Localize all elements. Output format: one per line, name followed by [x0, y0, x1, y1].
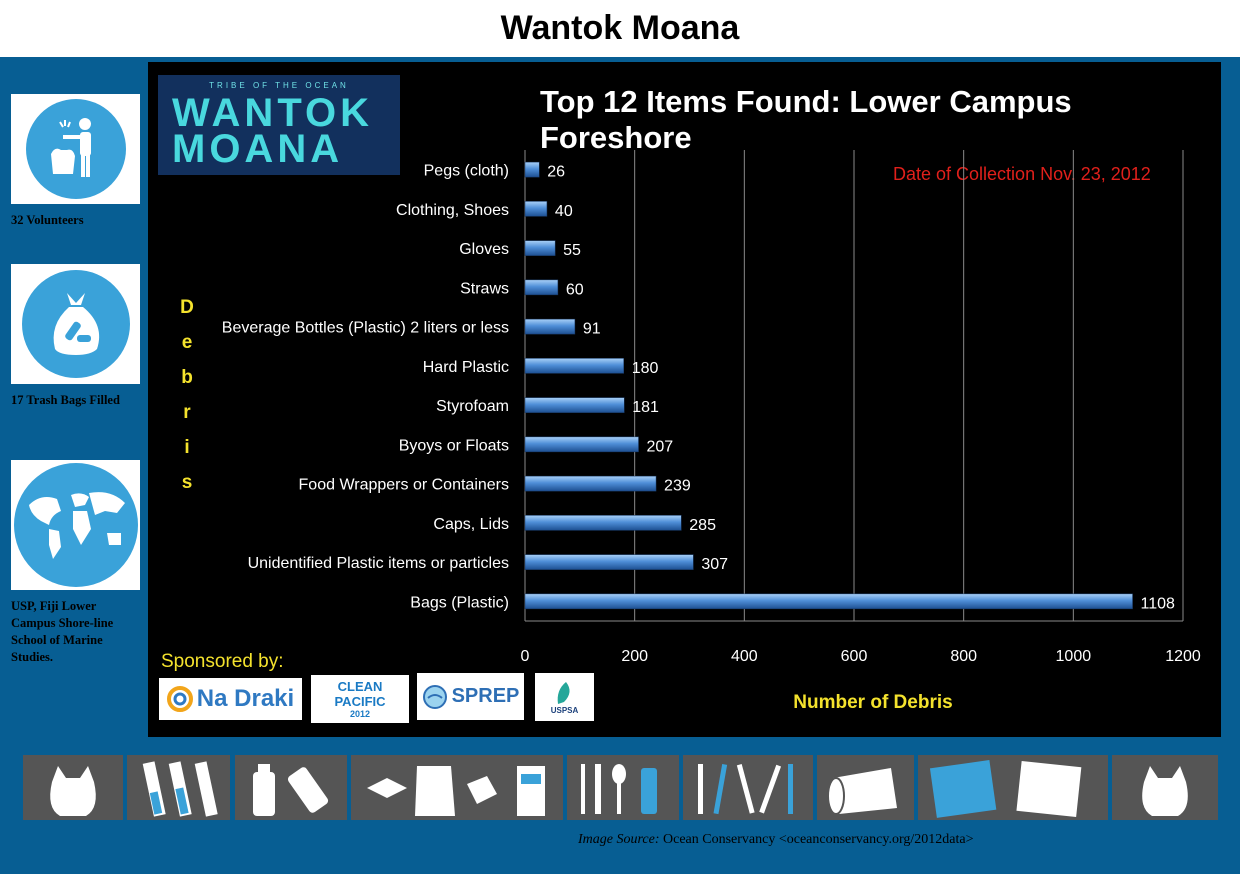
data-label: 239 [664, 478, 691, 495]
volunteers-caption: 32 Volunteers [11, 213, 84, 227]
sponsor-name: Na Draki [196, 685, 295, 712]
plastic-bag-icon [23, 755, 123, 820]
data-label: 180 [632, 360, 659, 377]
bar [524, 475, 657, 492]
category-label: Caps, Lids [433, 516, 509, 533]
data-label: 26 [547, 164, 565, 181]
data-label: 307 [701, 556, 728, 573]
data-label: 55 [563, 242, 581, 259]
trash-bag-icon [21, 270, 130, 378]
x-tick-label: 400 [731, 648, 758, 665]
bar [524, 358, 624, 374]
x-tick-label: 1000 [1056, 648, 1092, 665]
bottles-icon [235, 755, 347, 820]
y-axis-label: D e b r i s [176, 290, 198, 500]
bar [524, 318, 576, 335]
category-label: Hard Plastic [423, 359, 509, 376]
data-label: 285 [689, 517, 716, 534]
bar [524, 436, 639, 453]
logo-line-1: WANTOK [172, 91, 374, 135]
trash-disposal-icon [25, 99, 126, 199]
logo-tagline: TRIBE OF THE OCEAN [209, 81, 349, 90]
x-tick-label: 200 [621, 648, 648, 665]
logo-line-2: MOANA [172, 127, 344, 171]
data-label: 60 [566, 281, 584, 298]
image-source-text: Ocean Conservancy <oceanconservancy.org/… [663, 832, 974, 847]
category-label: Byoys or Floats [399, 437, 509, 454]
y-axis-letter: s [181, 472, 193, 493]
bags-caption: 17 Trash Bags Filled [11, 393, 120, 407]
category-label: Unidentified Plastic items or particles [248, 555, 509, 572]
y-axis-letter: e [181, 332, 193, 353]
category-label: Food Wrappers or Containers [299, 477, 509, 494]
volunteers-icon-box [11, 94, 140, 204]
data-label: 40 [555, 203, 573, 220]
sponsor-name: CLEAN PACIFIC [334, 679, 386, 709]
sponsor-name: SPREP [451, 685, 520, 707]
image-source: Image Source: Ocean Conservancy <oceanco… [578, 832, 973, 848]
x-tick-label: 0 [521, 648, 530, 665]
sponsor-sprep-logo: SPREP [417, 673, 524, 720]
bar [524, 240, 556, 256]
image-source-label: Image Source: [578, 832, 660, 847]
chart-title: Top 12 Items Found: Lower Campus Foresho… [540, 84, 1072, 155]
y-axis-letter: D [180, 297, 194, 318]
bar [524, 593, 1133, 610]
data-label: 1108 [1141, 595, 1176, 612]
data-label: 181 [632, 399, 659, 416]
straws-lids-icon [683, 755, 813, 820]
leaf-icon [557, 681, 570, 704]
spiral-icon [166, 686, 193, 712]
sponsor-uspsa-logo: USPSA [535, 673, 594, 721]
category-label: Styrofoam [436, 398, 509, 415]
x-tick-label: 1200 [1165, 648, 1201, 665]
wantok-moana-logo: TRIBE OF THE OCEAN WANTOK MOANA [158, 75, 400, 175]
globe-icon [422, 684, 447, 709]
collection-date: Date of Collection Nov. 23, 2012 [893, 164, 1151, 184]
plastic-bag-icon [1112, 755, 1218, 820]
location-caption: USP, Fiji Lower Campus Shore-line School… [11, 599, 114, 664]
cup-icon [817, 755, 914, 820]
category-label: Gloves [459, 241, 509, 258]
bar [524, 201, 548, 217]
x-axis-title: Number of Debris [793, 692, 952, 713]
category-label: Beverage Bottles (Plastic) 2 liters or l… [222, 320, 509, 337]
category-label: Straws [460, 280, 509, 297]
world-map-icon [13, 463, 138, 587]
sponsor-clean-pacific-logo: CLEAN PACIFIC 2012 [311, 675, 409, 723]
bar [524, 279, 559, 296]
category-label: Pegs (cloth) [424, 163, 509, 180]
bags-icon-box [11, 264, 140, 384]
page-title: Wantok Moana [0, 0, 1240, 57]
location-card: USP, Fiji Lower Campus Shore-line School… [11, 460, 140, 666]
wrappers-icon [351, 755, 563, 820]
sponsor-year: 2012 [349, 709, 371, 719]
category-label: Bags (Plastic) [410, 594, 509, 611]
y-axis-letter: i [184, 437, 190, 458]
data-label: 207 [647, 438, 674, 455]
bar [524, 161, 540, 178]
sponsored-label: Sponsored by: [161, 651, 284, 672]
bar [524, 397, 625, 413]
bar [524, 554, 694, 570]
sponsor-name: USPSA [550, 705, 579, 715]
straws-icon [127, 755, 230, 820]
bar [524, 515, 682, 531]
category-label: Clothing, Shoes [396, 202, 509, 219]
food-bags-icon [918, 755, 1108, 820]
sponsor-na-draki-logo: Na Draki [159, 678, 302, 720]
y-axis-letter: r [183, 402, 191, 423]
volunteers-card: 32 Volunteers [11, 94, 140, 229]
data-label: 91 [583, 321, 601, 338]
bags-card: 17 Trash Bags Filled [11, 264, 140, 409]
utensils-icon [567, 755, 679, 820]
x-tick-label: 800 [950, 648, 977, 665]
location-icon-box [11, 460, 140, 590]
x-tick-label: 600 [841, 648, 868, 665]
y-axis-letter: b [181, 367, 193, 388]
